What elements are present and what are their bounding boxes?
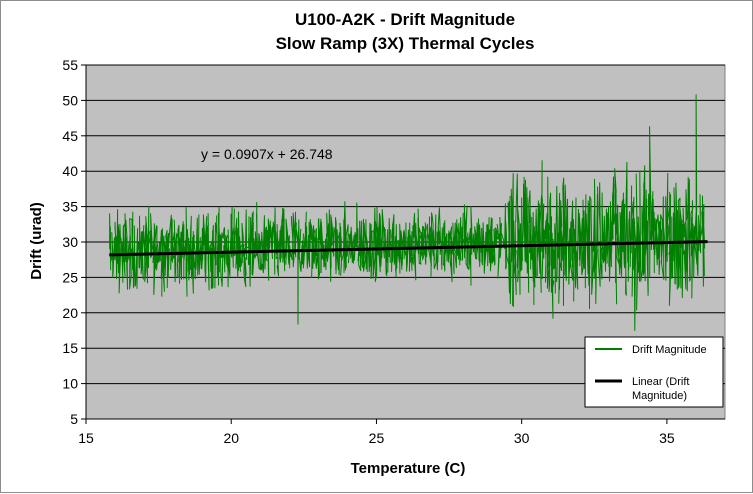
y-axis-title: Drift (urad) — [28, 202, 45, 280]
trendline-equation: y = 0.0907x + 26.748 — [201, 146, 333, 162]
x-axis-ticks: 15 20 25 30 35 — [78, 65, 725, 446]
y-tick-label: 45 — [62, 128, 78, 144]
x-tick-label: 35 — [659, 430, 675, 446]
y-tick-label: 30 — [62, 234, 78, 250]
x-tick-label: 15 — [78, 430, 94, 446]
y-tick-label: 10 — [62, 376, 78, 392]
series-layer — [109, 94, 706, 331]
chart-title: U100-A2K - Drift Magnitude — [295, 10, 515, 29]
legend-series-label: Drift Magnitude — [632, 344, 707, 356]
y-tick-label: 20 — [62, 305, 78, 321]
y-tick-label: 25 — [62, 269, 78, 285]
legend-trendline-label: Linear (Drift Magnitude) — [632, 376, 693, 402]
y-tick-label: 50 — [62, 92, 78, 108]
y-tick-label: 40 — [62, 163, 78, 179]
trendline-layer — [109, 240, 708, 257]
y-tick-label: 5 — [70, 411, 78, 427]
x-tick-label: 30 — [514, 430, 530, 446]
series-drift-magnitude-line — [109, 94, 706, 331]
chart-subtitle: Slow Ramp (3X) Thermal Cycles — [276, 34, 535, 53]
y-tick-label: 55 — [62, 57, 78, 73]
legend: Drift Magnitude Linear (Drift Magnitude) — [584, 336, 724, 408]
trendline — [109, 240, 708, 257]
y-tick-label: 15 — [62, 340, 78, 356]
y-tick-label: 35 — [62, 199, 78, 215]
x-tick-label: 20 — [223, 430, 239, 446]
x-axis-title: Temperature (C) — [351, 460, 466, 477]
x-tick-label: 25 — [369, 430, 385, 446]
y-axis-ticks: 5 10 15 20 25 30 35 40 45 50 55 — [62, 57, 86, 427]
